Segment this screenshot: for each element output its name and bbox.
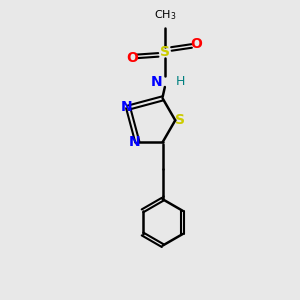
Text: N: N xyxy=(121,100,132,114)
Text: H: H xyxy=(175,75,184,88)
Text: O: O xyxy=(126,51,138,65)
Text: N: N xyxy=(150,75,162,88)
Text: CH$_3$: CH$_3$ xyxy=(154,8,176,22)
Text: O: O xyxy=(190,38,202,52)
Text: N: N xyxy=(129,135,140,149)
Text: S: S xyxy=(160,45,170,59)
Text: S: S xyxy=(175,113,185,127)
